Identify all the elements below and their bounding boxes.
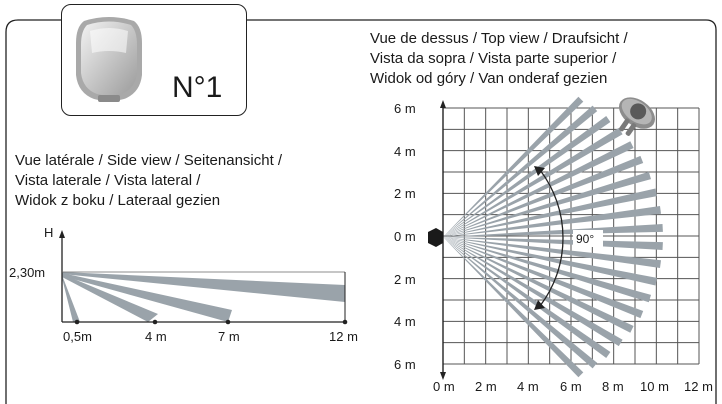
side-view-title-line: Widok z boku / Lateraal gezien bbox=[15, 192, 221, 209]
top-y-tick: 2 m bbox=[394, 272, 416, 287]
top-x-tick: 6 m bbox=[560, 379, 582, 394]
side-view-title-line: Vue latérale / Side view / Seitenansicht… bbox=[15, 152, 283, 169]
top-x-tick: 2 m bbox=[475, 379, 497, 394]
detection-beam bbox=[443, 237, 644, 319]
detection-beam bbox=[443, 206, 661, 237]
top-view-beams bbox=[443, 96, 663, 378]
detection-beam bbox=[443, 237, 598, 369]
detection-beam bbox=[443, 96, 584, 237]
detector-marker-icon bbox=[428, 228, 443, 247]
product-badge: N°1 bbox=[61, 4, 247, 116]
top-y-tick: 4 m bbox=[394, 314, 416, 329]
top-x-tick: 4 m bbox=[517, 379, 539, 394]
detection-beam bbox=[443, 237, 661, 268]
angle-arc bbox=[539, 169, 564, 307]
arc-arrow-top-icon bbox=[534, 166, 545, 176]
side-x-tick: 4 m bbox=[145, 329, 167, 344]
side-view-beams bbox=[62, 272, 345, 322]
axis-label-h: H bbox=[44, 225, 53, 240]
top-y-tick: 6 m bbox=[394, 357, 416, 372]
top-x-tick: 12 m bbox=[684, 379, 713, 394]
detection-beam bbox=[443, 237, 584, 378]
top-y-tick: 0 m bbox=[394, 229, 416, 244]
side-x-tick: 0,5m bbox=[63, 329, 92, 344]
side-view-markers bbox=[74, 319, 348, 325]
detection-beam bbox=[443, 237, 657, 286]
product-number: N°1 bbox=[172, 71, 223, 104]
height-label: 2,30m bbox=[9, 265, 45, 280]
detection-beam bbox=[443, 224, 663, 237]
detection-beam bbox=[443, 127, 623, 237]
top-y-tick: 2 m bbox=[394, 186, 416, 201]
side-x-tick: 7 m bbox=[218, 329, 240, 344]
top-y-tick: 4 m bbox=[394, 144, 416, 159]
detection-beam bbox=[443, 116, 611, 237]
y-axis-down-arrow-icon bbox=[440, 372, 446, 380]
detection-beam bbox=[443, 237, 634, 333]
top-view-title-line: Vue de dessus / Top view / Draufsicht / bbox=[370, 30, 628, 47]
motion-detector-icon bbox=[76, 17, 142, 102]
detection-beam bbox=[443, 171, 651, 237]
angle-label-bg bbox=[573, 230, 603, 247]
side-view-title-line: Vista laterale / Vista lateral / bbox=[15, 172, 201, 189]
side-view-title: Vue latérale / Side view / Seitenansicht… bbox=[15, 151, 282, 211]
top-x-tick: 0 m bbox=[433, 379, 455, 394]
detection-beam bbox=[443, 237, 663, 250]
detection-beam bbox=[443, 237, 611, 358]
top-x-tick: 10 m bbox=[640, 379, 669, 394]
detection-beam bbox=[443, 237, 651, 303]
top-x-tick: 8 m bbox=[602, 379, 624, 394]
top-view-title: Vue de dessus / Top view / Draufsicht / … bbox=[370, 29, 628, 89]
side-x-tick: 12 m bbox=[329, 329, 358, 344]
person-top-view-icon bbox=[618, 97, 656, 136]
angle-label: 90° bbox=[576, 232, 594, 246]
detection-beam bbox=[443, 155, 644, 237]
arc-arrow-bottom-icon bbox=[534, 300, 545, 310]
top-view-title-line: Widok od góry / Van onderaf gezien bbox=[370, 70, 608, 87]
detection-beam bbox=[443, 141, 634, 237]
detection-beam bbox=[443, 237, 623, 347]
detection-beam bbox=[443, 105, 598, 237]
top-view-title-line: Vista da sopra / Vista parte superior / bbox=[370, 50, 617, 67]
top-y-tick: 6 m bbox=[394, 101, 416, 116]
detection-beam bbox=[443, 188, 657, 237]
y-axis-up-arrow-icon bbox=[440, 100, 446, 108]
y-axis-arrow-icon bbox=[59, 230, 65, 238]
